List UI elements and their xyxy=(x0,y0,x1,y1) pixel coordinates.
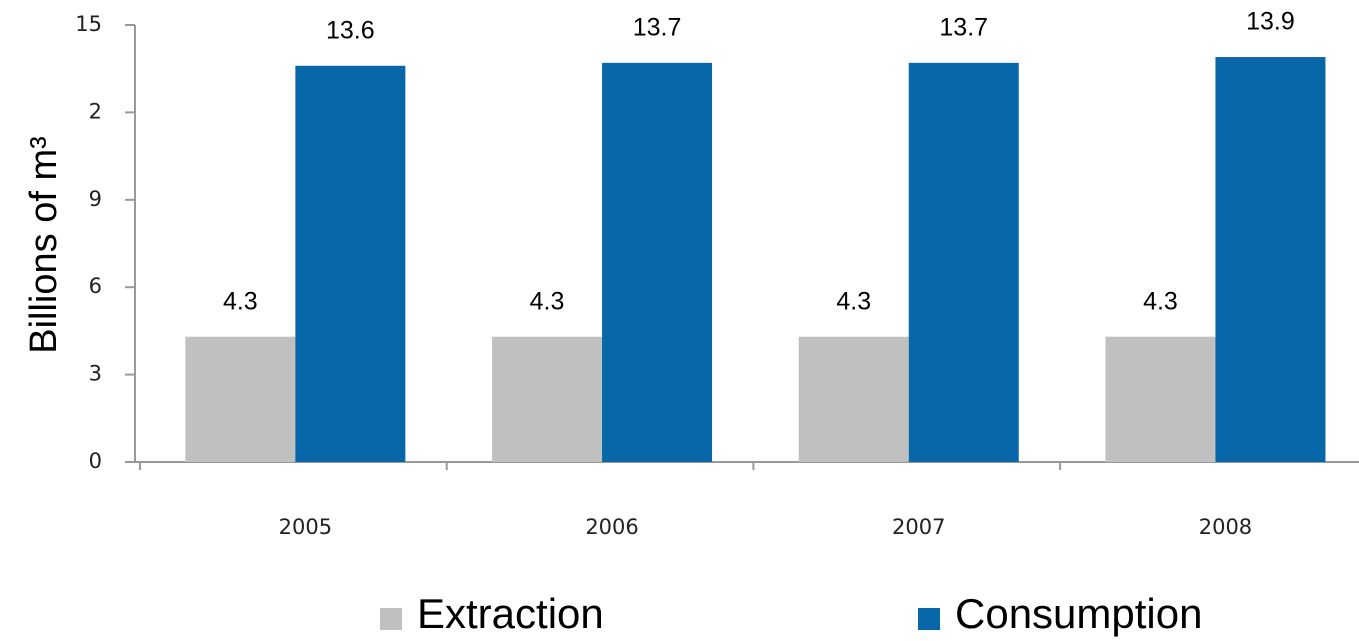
bar xyxy=(1215,57,1326,463)
bar xyxy=(1105,336,1216,462)
data-label: 4.3 xyxy=(836,287,871,315)
bar xyxy=(295,65,406,462)
x-tick-label: 2006 xyxy=(585,515,638,539)
legend-label: Extraction xyxy=(417,590,604,637)
x-tick-label: 2007 xyxy=(892,515,945,539)
y-tick-label: 3 xyxy=(89,362,102,386)
data-label: 13.6 xyxy=(326,16,375,44)
data-label: 13.7 xyxy=(939,13,988,41)
data-label: 13.7 xyxy=(633,13,682,41)
data-label: 4.3 xyxy=(1143,287,1178,315)
bar xyxy=(185,336,296,462)
bar xyxy=(602,62,713,463)
y-axis-label: Billions of m³ xyxy=(23,136,65,354)
y-tick-label: 2 xyxy=(89,99,102,123)
x-tick-label: 2008 xyxy=(1199,515,1252,539)
y-tick-label: 0 xyxy=(89,449,102,473)
y-tick-label: 15 xyxy=(75,12,102,36)
bar xyxy=(492,336,603,462)
y-tick-label: 9 xyxy=(89,187,102,211)
legend-label: Consumption xyxy=(955,590,1202,637)
x-tick-label: 2005 xyxy=(279,515,332,539)
legend-swatch xyxy=(918,608,940,630)
bar xyxy=(908,62,1019,463)
data-label: 4.3 xyxy=(223,287,258,315)
y-tick-label: 6 xyxy=(89,274,102,298)
legend-swatch xyxy=(380,608,402,630)
data-label: 13.9 xyxy=(1246,8,1295,36)
bar xyxy=(798,336,909,462)
data-label: 4.3 xyxy=(530,287,565,315)
